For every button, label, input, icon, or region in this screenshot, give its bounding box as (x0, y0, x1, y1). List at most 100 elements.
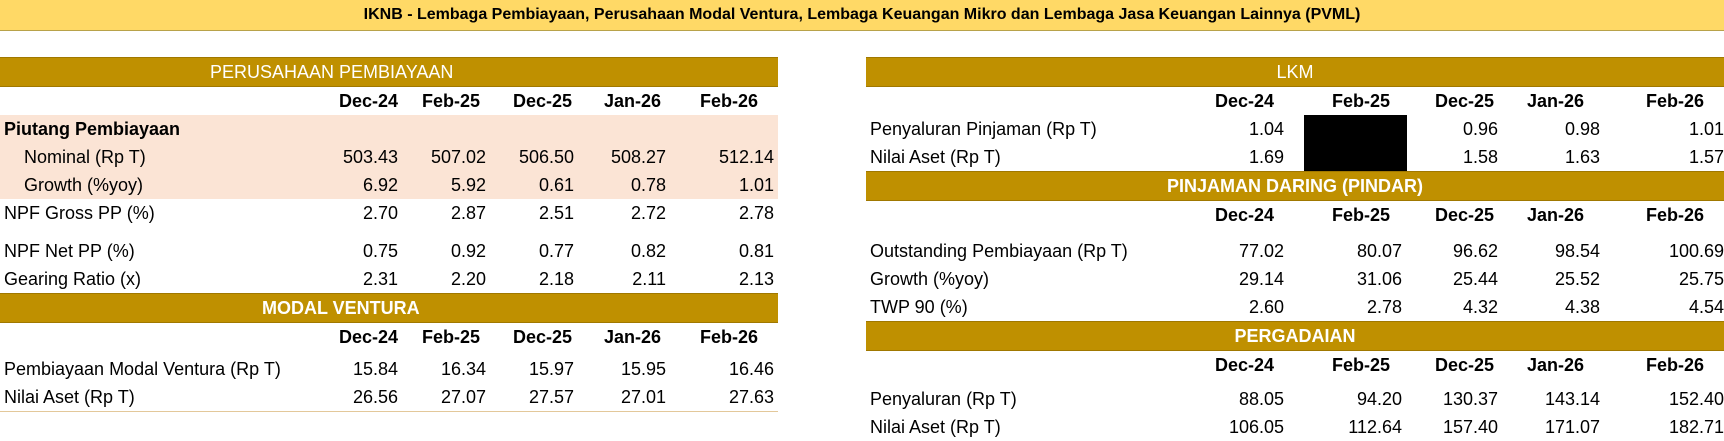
cell: 1.69 (1248, 147, 1284, 167)
row-label: Pembiayaan Modal Ventura (Rp T) (4, 359, 281, 379)
col-header: Feb-26 (1645, 205, 1704, 225)
col-header: Feb-26 (699, 91, 758, 111)
cell: 0.92 (450, 241, 486, 261)
spacer (0, 227, 778, 237)
right-panel: LKM Dec-24 Feb-25 Dec-25 Jan-26 Feb-26 P… (866, 57, 1724, 441)
column-header-row: Dec-24 Feb-25 Dec-25 Jan-26 Feb-26 (866, 87, 1724, 115)
cell: 0.96 (1462, 119, 1498, 139)
cell: 2.70 (362, 203, 398, 223)
cell: 96.62 (1452, 241, 1498, 261)
table-row: Outstanding Pembiayaan (Rp T) 77.02 80.0… (866, 237, 1724, 265)
cell: 1.57 (1688, 147, 1724, 167)
lkm-body: Penyaluran Pinjaman (Rp T) 1.04 0.96 0.9… (866, 115, 1724, 171)
section-header-lkm: LKM (866, 57, 1724, 87)
cell: 15.84 (352, 359, 398, 379)
section-header-pindar: PINJAMAN DARING (PINDAR) (866, 171, 1724, 201)
row-label: Penyaluran Pinjaman (Rp T) (870, 119, 1097, 139)
col-header: Dec-24 (1214, 205, 1274, 225)
col-header: Feb-25 (1331, 91, 1390, 111)
cell: 4.38 (1564, 297, 1600, 317)
cell: 0.78 (630, 175, 666, 195)
col-header: Dec-25 (512, 327, 572, 347)
row-label: NPF Net PP (%) (4, 241, 135, 261)
cell: 98.54 (1554, 241, 1600, 261)
cell: 0.61 (538, 175, 574, 195)
cell: 0.98 (1564, 119, 1600, 139)
table-row: Growth (%yoy) 29.14 31.06 25.44 25.52 25… (866, 265, 1724, 293)
cell: 100.69 (1668, 241, 1724, 261)
cell: 27.63 (728, 387, 774, 407)
col-header: Feb-25 (421, 91, 480, 111)
col-header: Feb-26 (1645, 355, 1704, 375)
section-header-pergadaian: PERGADAIAN (866, 321, 1724, 351)
col-header: Feb-25 (421, 327, 480, 347)
cell: 2.78 (738, 203, 774, 223)
column-header-row: Dec-24 Feb-25 Dec-25 Jan-26 Feb-26 (0, 323, 778, 351)
cell: 1.04 (1248, 119, 1284, 139)
cell: 157.40 (1442, 417, 1498, 437)
col-header: Feb-26 (699, 327, 758, 347)
cell: 31.06 (1356, 269, 1402, 289)
cell: 2.11 (632, 269, 666, 289)
table-row: Nilai Aset (Rp T) 26.56 27.07 27.57 27.0… (0, 383, 778, 412)
cell: 2.51 (538, 203, 574, 223)
table-row: NPF Gross PP (%) 2.70 2.87 2.51 2.72 2.7… (0, 199, 778, 227)
cell: 1.58 (1462, 147, 1498, 167)
column-header-row: Dec-24 Feb-25 Dec-25 Jan-26 Feb-26 (866, 201, 1724, 229)
table-row: Pembiayaan Modal Ventura (Rp T) 15.84 16… (0, 355, 778, 383)
cell: 2.60 (1248, 297, 1284, 317)
cell: 15.97 (528, 359, 574, 379)
cell: 25.52 (1554, 269, 1600, 289)
cell: 15.95 (620, 359, 666, 379)
cell: 27.07 (440, 387, 486, 407)
col-header: Dec-24 (338, 327, 398, 347)
cell: 25.75 (1678, 269, 1724, 289)
col-header: Jan-26 (1526, 205, 1584, 225)
row-label: Nominal (Rp T) (24, 147, 146, 167)
cell: 16.46 (728, 359, 774, 379)
cell: 25.44 (1452, 269, 1498, 289)
cell: 2.13 (738, 269, 774, 289)
row-label: Nilai Aset (Rp T) (870, 417, 1001, 437)
row-label: Growth (%yoy) (24, 175, 144, 195)
cell: 152.40 (1668, 389, 1724, 409)
left-panel: PERUSAHAAN PEMBIAYAAN Dec-24 Feb-25 Dec-… (0, 57, 778, 412)
table-row: Nilai Aset (Rp T) 1.69 1.58 1.63 1.57 (866, 143, 1724, 171)
cell: 29.14 (1238, 269, 1284, 289)
cell: 2.20 (450, 269, 486, 289)
row-label: Gearing Ratio (x) (4, 269, 142, 289)
col-header: Feb-25 (1331, 205, 1390, 225)
cell: 4.32 (1462, 297, 1498, 317)
cell: 26.56 (352, 387, 398, 407)
cell: 2.31 (362, 269, 398, 289)
col-header: Dec-25 (1434, 91, 1494, 111)
row-label: Outstanding Pembiayaan (Rp T) (870, 241, 1128, 261)
table-row: NPF Net PP (%) 0.75 0.92 0.77 0.82 0.81 (0, 237, 778, 265)
col-header: Jan-26 (1526, 355, 1584, 375)
cell: 0.81 (738, 241, 774, 261)
table-row: Nilai Aset (Rp T) 106.05 112.64 157.40 1… (866, 413, 1724, 441)
group-label-row: Piutang Pembiayaan (0, 115, 778, 143)
cell: 88.05 (1238, 389, 1284, 409)
col-header: Dec-24 (1214, 91, 1274, 111)
cell: 6.92 (362, 175, 398, 195)
row-label: Penyaluran (Rp T) (870, 389, 1017, 409)
cell: 2.78 (1366, 297, 1402, 317)
section-header-perusahaan-pembiayaan: PERUSAHAAN PEMBIAYAAN (0, 57, 778, 87)
cell: 171.07 (1544, 417, 1600, 437)
cell: 112.64 (1348, 417, 1402, 437)
cell: 106.05 (1228, 417, 1284, 437)
cell: 0.82 (630, 241, 666, 261)
row-label: Nilai Aset (Rp T) (4, 387, 135, 407)
cell: 0.75 (362, 241, 398, 261)
col-header: Feb-25 (1331, 355, 1390, 375)
cell: 182.71 (1668, 417, 1724, 437)
column-header-row: Dec-24 Feb-25 Dec-25 Jan-26 Feb-26 (0, 87, 778, 115)
cell: 94.20 (1356, 389, 1402, 409)
cell: 503.43 (342, 147, 398, 167)
col-header: Feb-26 (1645, 91, 1704, 111)
table-row: Growth (%yoy) 6.92 5.92 0.61 0.78 1.01 (0, 171, 778, 199)
col-header: Dec-24 (1214, 355, 1274, 375)
cell: 1.01 (1688, 119, 1724, 139)
cell: 2.18 (538, 269, 574, 289)
